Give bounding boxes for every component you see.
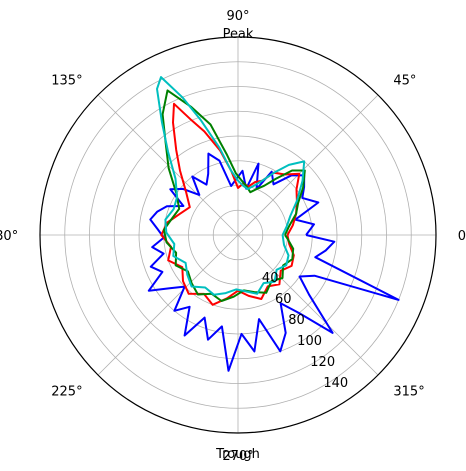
theta-tick-label: 45° — [393, 74, 416, 89]
r-gridline — [138, 135, 338, 335]
theta-tick-label: 90° — [226, 9, 249, 24]
r-tick-label: 80 — [288, 313, 305, 328]
series-line — [161, 89, 306, 302]
theta-tick-label: 180° — [0, 229, 18, 244]
theta-tick-label: 135° — [51, 74, 82, 89]
series-line — [147, 152, 400, 372]
r-tick-label: 60 — [275, 292, 292, 307]
r-tick-label: 120 — [310, 355, 335, 370]
r-gridline — [113, 110, 363, 360]
r-gridline — [89, 86, 387, 384]
polar-labels: 0° 45° 90° 135° 180° 225° 270° 315° 40 60 80 100 120… — [0, 9, 466, 464]
theta-tick-label: 225° — [51, 384, 82, 399]
r-gridline — [64, 61, 412, 409]
r-tick-label: 40 — [262, 271, 279, 286]
annotation-top: Peak — [223, 27, 254, 42]
polar-series — [147, 76, 400, 372]
theta-tick-label: 0° — [458, 229, 466, 244]
polar-grid — [40, 37, 436, 433]
annotation-bottom: Trough — [215, 447, 260, 462]
theta-tick-label: 270° — [222, 449, 253, 464]
polar-frame — [39, 36, 437, 434]
series-line — [156, 76, 306, 296]
r-tick-label: 140 — [323, 376, 348, 391]
r-gridline — [212, 209, 264, 261]
r-gridline — [163, 160, 313, 310]
r-tick-label: 100 — [297, 334, 322, 349]
theta-tick-label: 315° — [393, 384, 424, 399]
